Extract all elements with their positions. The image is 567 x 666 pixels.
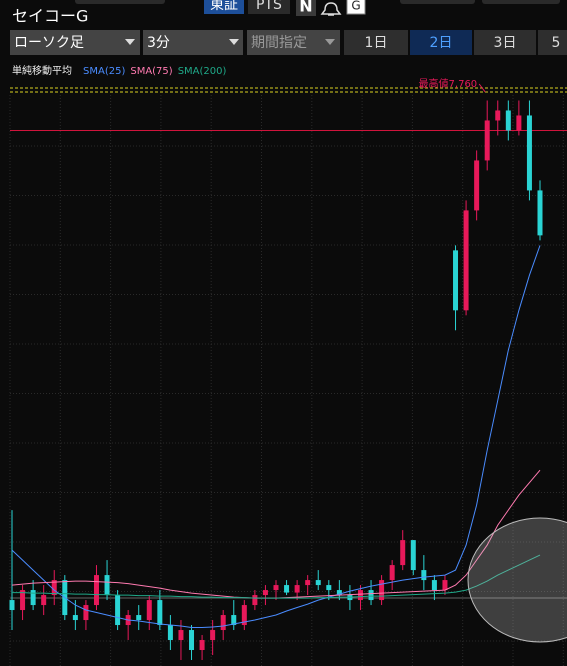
period-dropdown[interactable] — [247, 30, 340, 55]
candle-body — [474, 160, 480, 211]
period: 期間指定 — [251, 35, 307, 51]
candle-body — [72, 615, 78, 621]
legend-entry: SMA(25) — [83, 66, 125, 77]
group-label: G — [351, 0, 360, 13]
button-edge[interactable] — [400, 0, 475, 4]
market-label: 東証 — [210, 0, 238, 13]
period-tab[interactable] — [344, 30, 408, 55]
candle-body — [157, 600, 163, 626]
period-tab-label: 5 — [552, 35, 561, 51]
candle-body — [410, 540, 416, 571]
dropdown-arrow — [325, 39, 335, 45]
candle-body — [315, 580, 321, 586]
interval-dropdown[interactable] — [143, 30, 243, 55]
candle-body — [336, 590, 342, 596]
legend-entry: SMA(75) — [130, 66, 172, 77]
period-tab[interactable] — [474, 30, 536, 55]
candle-body — [231, 615, 237, 626]
candle-body — [453, 250, 459, 311]
candle-body — [357, 590, 363, 601]
candle-body — [421, 570, 427, 581]
pts-button[interactable] — [248, 0, 290, 14]
period-tab[interactable] — [538, 30, 567, 55]
candle-body — [484, 120, 490, 161]
candle-body — [294, 585, 300, 593]
candle-body — [284, 585, 290, 593]
button-edge[interactable] — [75, 0, 165, 4]
legend-entry: SMA(200) — [178, 66, 227, 77]
candle-body — [93, 575, 99, 606]
candle-body — [526, 115, 532, 191]
annotation-arrow — [478, 83, 486, 93]
chart-kind-dropdown[interactable] — [10, 30, 140, 55]
candle-body — [178, 630, 184, 641]
candle-body — [210, 630, 216, 641]
candle-body — [167, 625, 173, 641]
candle-body — [41, 595, 47, 606]
button-edge[interactable] — [482, 0, 560, 4]
dropdown-arrow — [125, 39, 135, 45]
candle-body — [146, 600, 152, 621]
dropdown-arrow — [229, 39, 239, 45]
candle-body — [431, 580, 437, 591]
candle-body — [115, 595, 121, 626]
candle-body — [305, 580, 311, 586]
candle-body — [30, 590, 36, 606]
sma-line — [11, 245, 541, 628]
candle-body — [516, 115, 522, 131]
candle-body — [389, 565, 395, 581]
candle-body — [442, 580, 448, 591]
candle-body — [136, 615, 142, 621]
news-label: N — [299, 0, 312, 16]
alert-icon[interactable] — [320, 2, 342, 16]
pts-label: PTS — [256, 0, 282, 13]
candle-body — [51, 580, 57, 596]
candle-body — [400, 540, 406, 566]
group-button[interactable] — [346, 0, 366, 15]
period-tab-label: 3日 — [494, 35, 517, 51]
candle-body — [368, 590, 374, 601]
legend-title: 単純移動平均 — [12, 64, 72, 77]
candle-body — [379, 580, 385, 601]
candle-body — [83, 605, 89, 621]
candle-body — [104, 575, 110, 596]
candle-body — [537, 190, 543, 236]
candle-body — [252, 595, 258, 606]
period-tab-label: 2日 — [430, 35, 453, 51]
candle-body — [20, 590, 26, 611]
candle-body — [199, 640, 205, 651]
candle-body — [505, 110, 511, 131]
news-button[interactable] — [296, 0, 316, 16]
candle-body — [463, 210, 469, 311]
stock-name: セイコーG — [12, 7, 88, 26]
market-button[interactable] — [204, 0, 244, 14]
period-tab[interactable] — [410, 30, 472, 55]
candle-body — [241, 605, 247, 626]
interval: 3分 — [147, 35, 170, 51]
candle-body — [262, 590, 268, 596]
candle-body — [495, 110, 501, 121]
chart-kind: ローソク足 — [14, 35, 84, 51]
touch-indicator — [467, 517, 567, 643]
period-tab-label: 1日 — [365, 35, 388, 51]
candle-body — [9, 600, 15, 611]
sma-line — [12, 554, 541, 599]
candle-body — [220, 615, 226, 631]
candle-body — [326, 585, 332, 591]
candle-body — [189, 630, 195, 651]
high-annotation: 最高値7,760 — [419, 77, 478, 90]
candle-body — [273, 585, 279, 591]
